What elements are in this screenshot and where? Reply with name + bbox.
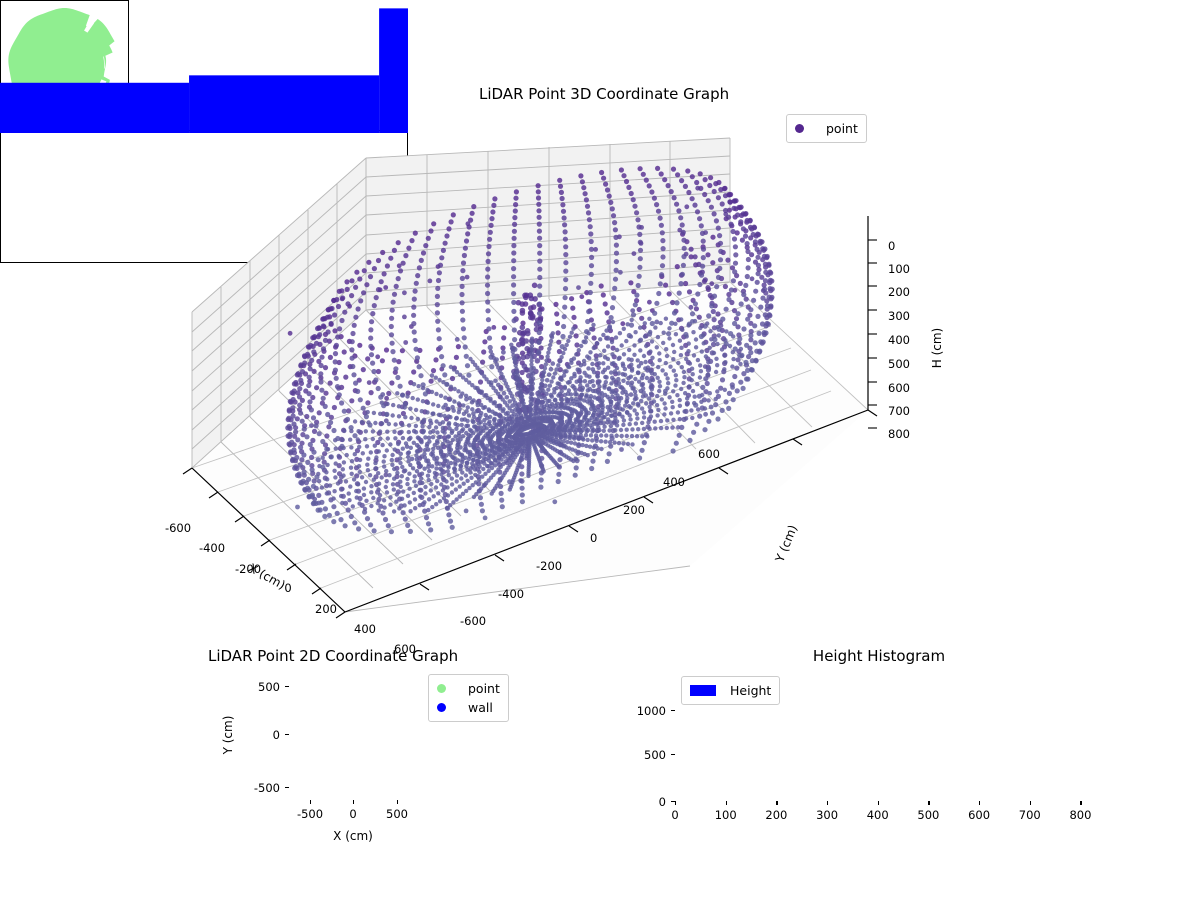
legend-item-point[interactable]: point (795, 119, 858, 138)
y-tick-label: 1000 (636, 704, 666, 718)
z-tick-label: 700 (888, 404, 910, 418)
histogram-bar (189, 75, 380, 133)
axis-label-x: X (cm) (333, 829, 373, 843)
z-tick-label: 400 (888, 333, 910, 347)
y-tick-label: -500 (253, 781, 280, 795)
panel-2d-legend[interactable]: point wall (428, 674, 509, 722)
histogram-bar (379, 8, 408, 133)
wall-marker-icon (437, 703, 446, 712)
x-tick-mark (1080, 801, 1082, 805)
y-tick-label: -600 (460, 614, 486, 628)
y-tick-label: 0 (272, 728, 280, 742)
x-tick-label: 0 (671, 808, 679, 822)
y-tick-label: 0 (590, 531, 597, 545)
x-tick-mark (979, 801, 981, 805)
x-tick-mark (827, 801, 829, 805)
height-bar-swatch-icon (690, 685, 716, 696)
histogram-bar (0, 82, 190, 133)
y-tick-label: 200 (623, 503, 645, 517)
x-tick-mark (877, 801, 879, 805)
panel-2d-title: LiDAR Point 2D Coordinate Graph (208, 647, 459, 665)
x-tick-label: 600 (968, 808, 991, 822)
x-tick-label: 0 (349, 807, 357, 821)
z-tick-label: 300 (888, 309, 910, 323)
y-tick-label: 500 (258, 680, 280, 694)
x-tick-label: 500 (917, 808, 940, 822)
y-tick-label: -200 (536, 559, 562, 573)
y-tick-mark (671, 710, 675, 712)
z-tick-label: 200 (888, 285, 910, 299)
z-tick-label: 100 (888, 262, 910, 276)
panel-3d-legend[interactable]: point (786, 114, 867, 143)
axis-label-y: Y (cm) (772, 523, 800, 565)
z-tick-label: 500 (888, 357, 910, 371)
x-tick-label: -600 (165, 521, 191, 535)
panel-hist-title: Height Histogram (812, 647, 946, 665)
legend-item-height[interactable]: Height (690, 681, 771, 700)
axis-label-x: X (cm) (246, 561, 287, 592)
axis-label-z: H (cm) (930, 328, 944, 369)
panel-3d-title: LiDAR Point 3D Coordinate Graph (479, 85, 730, 103)
plot-3d-svg: -600 -400 -200 0 200 400 600 X (cm) 600 (165, 137, 944, 656)
y-tick-mark (285, 686, 289, 688)
y-tick-label: -400 (498, 587, 524, 601)
z-tick-label: 800 (888, 427, 910, 441)
legend-label: wall (468, 700, 493, 715)
legend-item-point[interactable]: point (437, 679, 500, 698)
x-tick-label: 100 (714, 808, 737, 822)
x-tick-mark (397, 800, 399, 804)
y-tick-label: 500 (644, 748, 666, 762)
point-marker-icon (795, 124, 804, 133)
x-tick-label: -400 (199, 541, 225, 555)
x-tick-mark (776, 801, 778, 805)
z-tick-label: 600 (888, 381, 910, 395)
x-tick-label: 700 (1018, 808, 1041, 822)
x-tick-label: 800 (1069, 808, 1092, 822)
legend-label: point (826, 121, 858, 136)
x-tick-mark (675, 801, 677, 805)
x-tick-mark (1029, 801, 1031, 805)
x-tick-mark (928, 801, 930, 805)
legend-label: point (468, 681, 500, 696)
x-tick-mark (725, 801, 727, 805)
legend-item-wall[interactable]: wall (437, 698, 500, 717)
y-tick-label: 0 (658, 795, 666, 809)
x-tick-label: 400 (354, 622, 376, 636)
panel-hist-legend[interactable]: Height (681, 676, 781, 705)
y-tick-mark (285, 787, 289, 789)
y-tick-mark (671, 754, 675, 756)
axes-3d-scatter[interactable]: -600 -400 -200 0 200 400 600 X (cm) 600 (150, 120, 980, 656)
x-tick-label: 200 (315, 602, 337, 616)
x-tick-mark (353, 800, 355, 804)
point-marker-icon (437, 684, 446, 693)
x-tick-label: 0 (284, 581, 291, 595)
x-tick-label: 200 (765, 808, 788, 822)
x-tick-mark (310, 800, 312, 804)
z-tick-label: 0 (888, 239, 895, 253)
x-tick-label: 300 (816, 808, 839, 822)
y-tick-mark (671, 801, 675, 803)
axis-label-y: Y (cm) (221, 715, 235, 755)
x-tick-label: 400 (866, 808, 889, 822)
y-tick-label: 400 (663, 475, 685, 489)
y-tick-label: 600 (698, 447, 720, 461)
x-tick-label: -200 (235, 562, 261, 576)
y-tick-mark (285, 734, 289, 736)
x-tick-label: 600 (394, 642, 416, 656)
x-tick-label: -500 (296, 807, 324, 821)
legend-label: Height (730, 683, 772, 698)
x-tick-label: 500 (386, 807, 408, 821)
plot-hist-svg (0, 8, 408, 133)
